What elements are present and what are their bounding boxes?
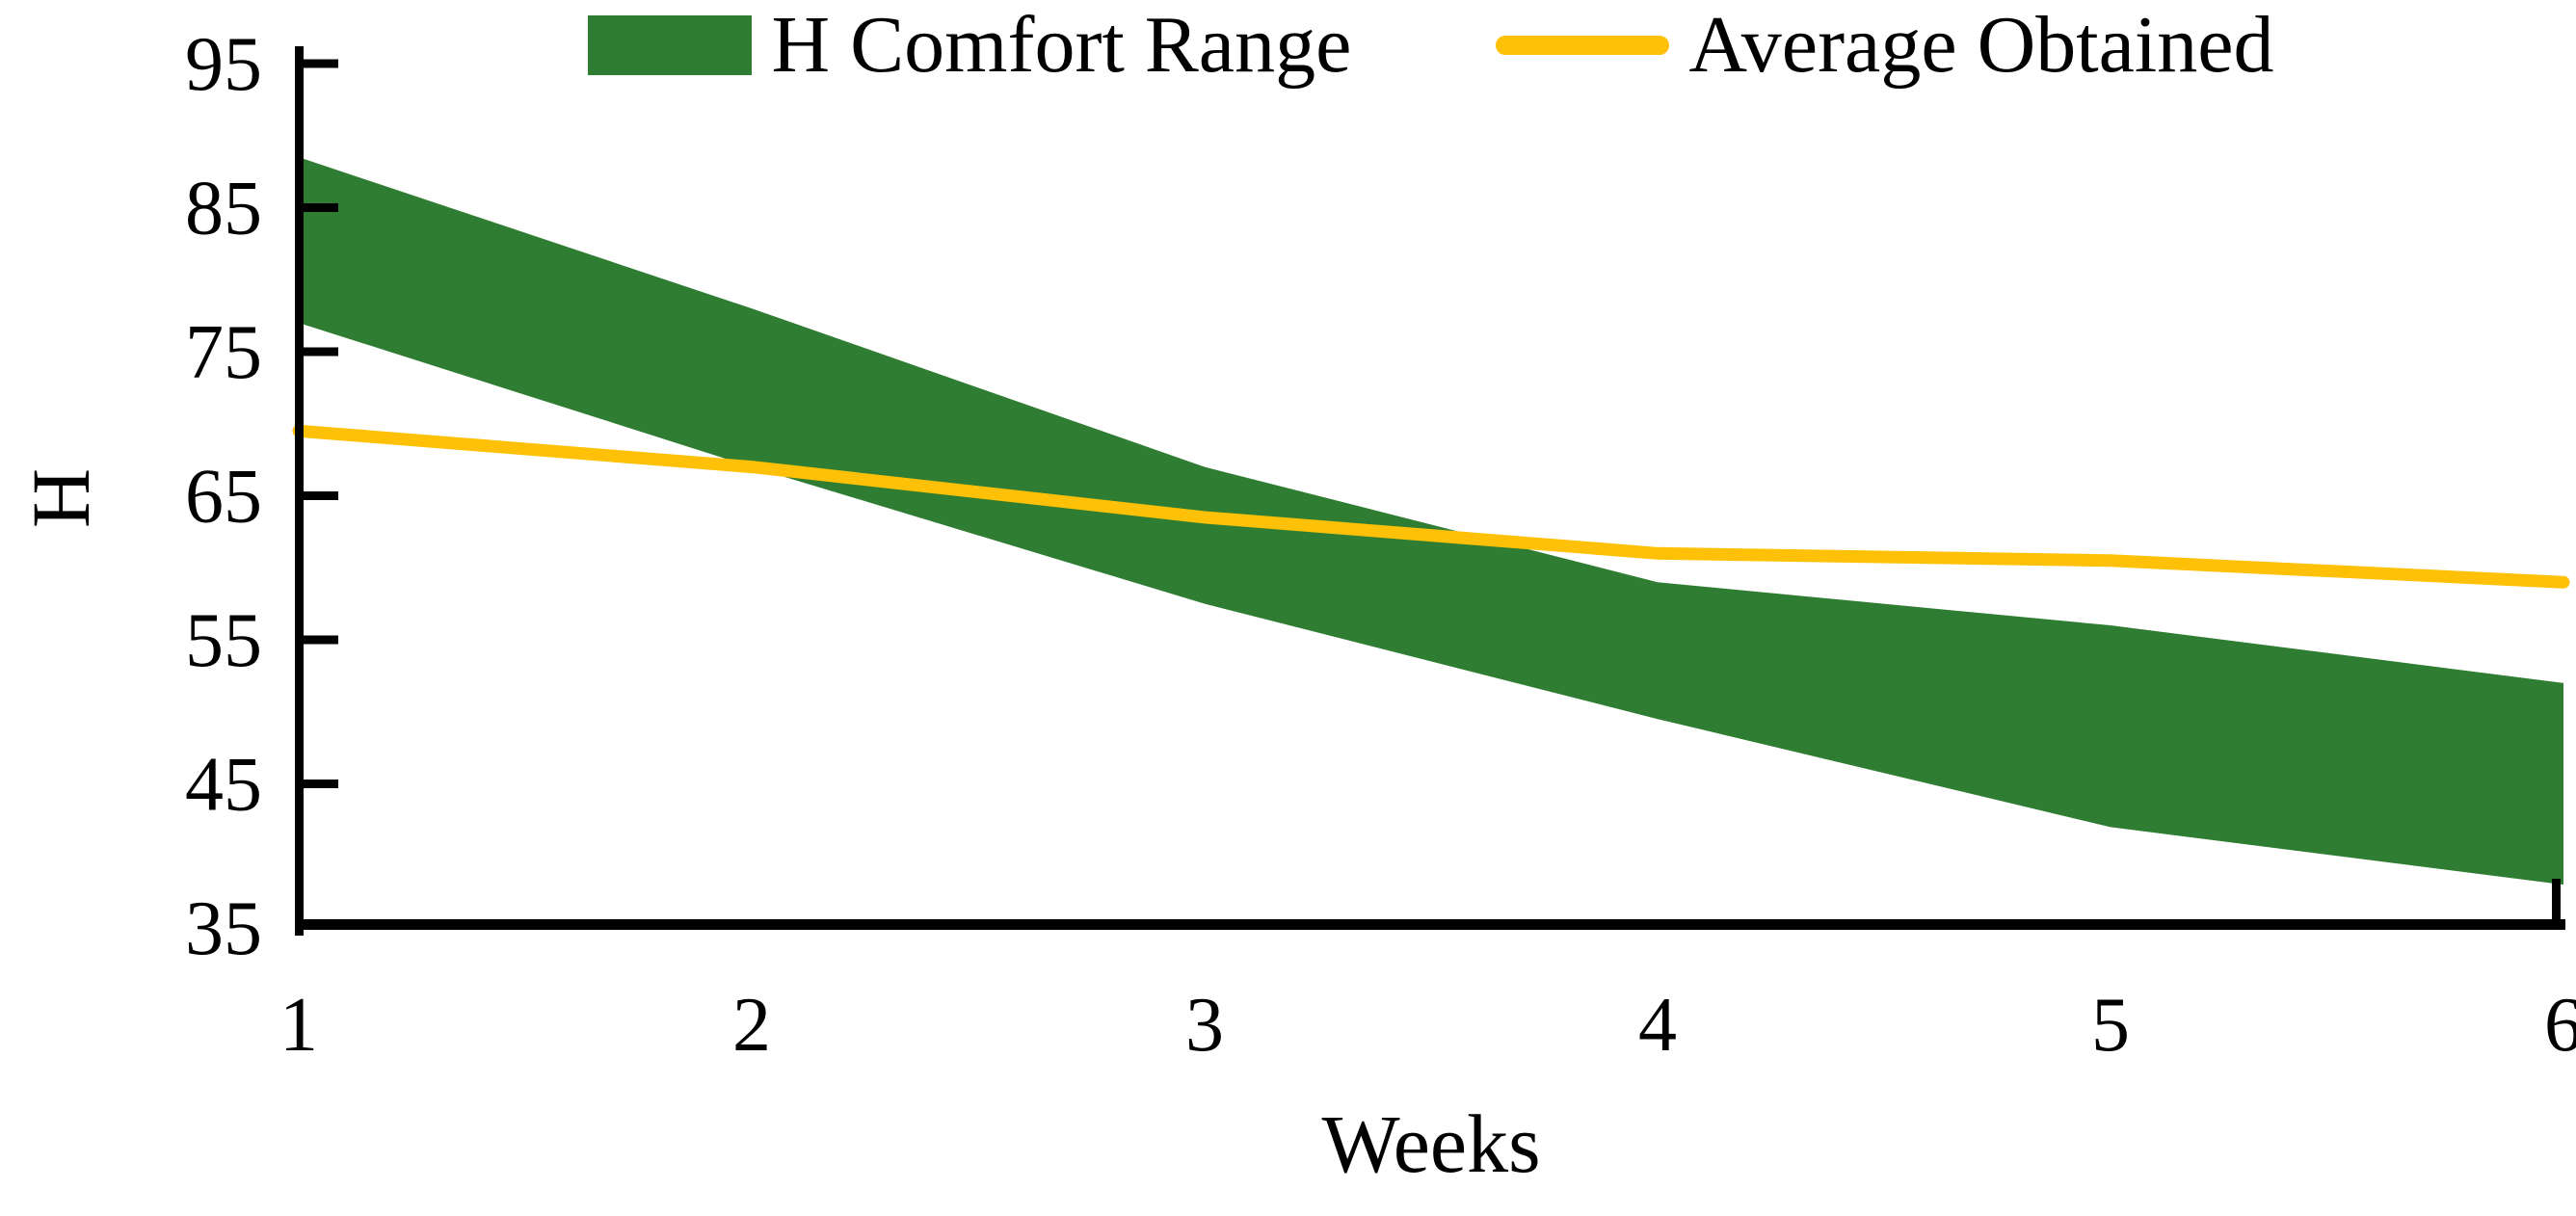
x-tick-label: 5	[2091, 983, 2130, 1068]
legend-label-comfort-range: H Comfort Range	[771, 0, 1352, 90]
y-axis-line	[295, 46, 304, 936]
y-axis-tick	[304, 59, 338, 68]
y-axis-tick	[304, 203, 338, 212]
y-tick-labels: 35 45 55 65 75 85 95	[185, 22, 262, 971]
x-tick-label: 4	[1638, 983, 1677, 1068]
average-obtained-line	[292, 424, 2570, 589]
x-axis-end-tick	[2552, 879, 2561, 919]
x-tick-label: 6	[2544, 983, 2576, 1068]
y-tick-label: 65	[185, 455, 262, 540]
y-axis-tick	[304, 347, 338, 357]
legend-item-average-obtained: Average Obtained	[1496, 0, 2274, 90]
x-tick-label: 3	[1185, 983, 1224, 1068]
comfort-range-band	[299, 157, 2563, 886]
y-tick-label: 85	[185, 167, 262, 251]
y-axis-tick	[304, 635, 338, 645]
y-tick-label: 35	[185, 886, 262, 971]
comfort-range-area-swatch-icon	[588, 15, 753, 75]
x-axis-line	[295, 919, 2565, 930]
x-axis-title: Weeks	[1321, 1097, 1541, 1190]
y-axis-title: H	[14, 467, 107, 529]
legend-label-average-obtained: Average Obtained	[1688, 0, 2274, 90]
y-tick-label: 45	[185, 743, 262, 828]
average-obtained-line-swatch-icon	[1496, 36, 1670, 55]
y-tick-label: 95	[185, 22, 262, 107]
legend: H Comfort Range Average Obtained	[299, 4, 2563, 87]
y-axis-tick	[304, 491, 338, 500]
x-tick-labels: 1 2 3 4 5 6	[279, 983, 2576, 1068]
x-tick-label: 2	[732, 983, 771, 1068]
legend-item-comfort-range: H Comfort Range	[588, 5, 1351, 86]
y-tick-label: 55	[185, 598, 262, 683]
x-tick-label: 1	[279, 983, 318, 1068]
axes-frame	[295, 46, 2565, 936]
y-axis-tick	[304, 780, 338, 788]
y-tick-label: 75	[185, 310, 262, 395]
